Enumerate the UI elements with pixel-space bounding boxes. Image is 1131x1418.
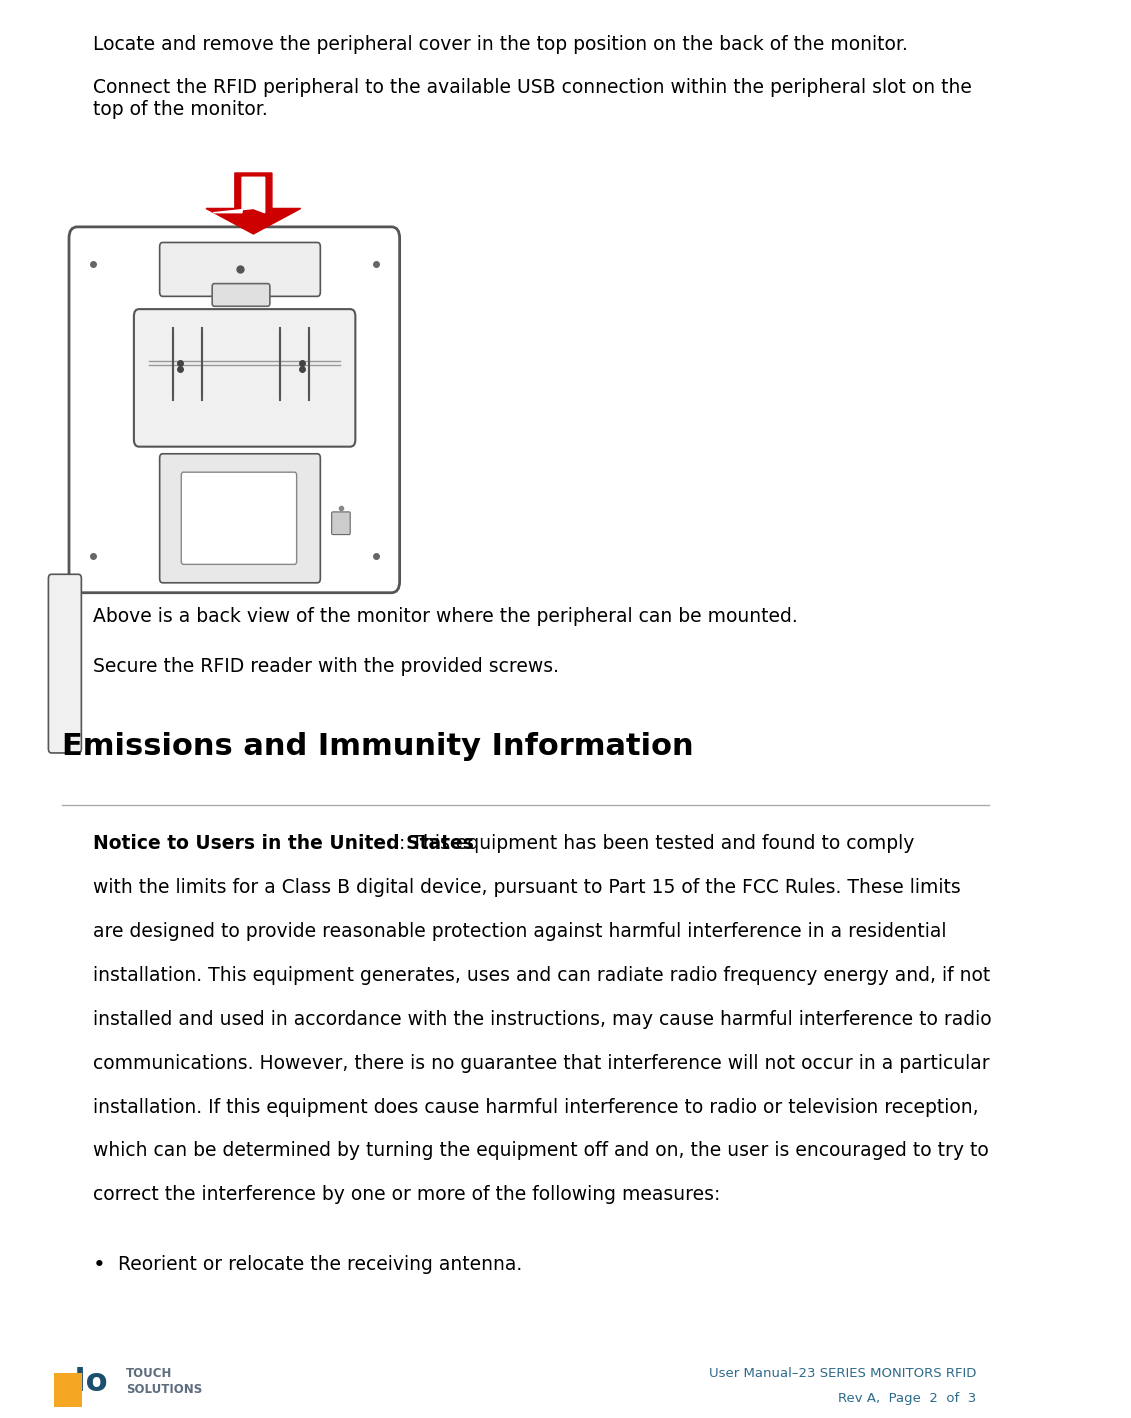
FancyBboxPatch shape bbox=[159, 242, 320, 296]
Text: User Manual–23 SERIES MONITORS RFID: User Manual–23 SERIES MONITORS RFID bbox=[709, 1367, 976, 1380]
Text: correct the interference by one or more of the following measures:: correct the interference by one or more … bbox=[93, 1185, 720, 1204]
Text: Emissions and Immunity Information: Emissions and Immunity Information bbox=[62, 732, 693, 760]
Text: Notice to Users in the United States: Notice to Users in the United States bbox=[93, 834, 474, 852]
FancyBboxPatch shape bbox=[181, 472, 296, 564]
Text: with the limits for a Class B digital device, pursuant to Part 15 of the FCC Rul: with the limits for a Class B digital de… bbox=[93, 878, 960, 896]
Polygon shape bbox=[206, 173, 301, 234]
FancyBboxPatch shape bbox=[53, 1373, 83, 1407]
Text: Connect the RFID peripheral to the available USB connection within the periphera: Connect the RFID peripheral to the avail… bbox=[93, 78, 972, 119]
Text: Above is a back view of the monitor where the peripheral can be mounted.: Above is a back view of the monitor wher… bbox=[93, 607, 797, 625]
FancyBboxPatch shape bbox=[331, 512, 351, 535]
Text: Rev A,  Page  2  of  3: Rev A, Page 2 of 3 bbox=[838, 1392, 976, 1405]
Text: : This equipment has been tested and found to comply: : This equipment has been tested and fou… bbox=[398, 834, 914, 852]
Text: are designed to provide reasonable protection against harmful interference in a : are designed to provide reasonable prote… bbox=[93, 922, 947, 940]
FancyBboxPatch shape bbox=[69, 227, 399, 593]
Text: installed and used in accordance with the instructions, may cause harmful interf: installed and used in accordance with th… bbox=[93, 1010, 992, 1028]
Text: TOUCH
SOLUTIONS: TOUCH SOLUTIONS bbox=[126, 1367, 202, 1395]
Text: Reorient or relocate the receiving antenna.: Reorient or relocate the receiving anten… bbox=[119, 1255, 523, 1273]
Text: installation. If this equipment does cause harmful interference to radio or tele: installation. If this equipment does cau… bbox=[93, 1098, 978, 1116]
Text: elo: elo bbox=[53, 1367, 109, 1398]
Text: installation. This equipment generates, uses and can radiate radio frequency ene: installation. This equipment generates, … bbox=[93, 966, 990, 984]
Text: communications. However, there is no guarantee that interference will not occur : communications. However, there is no gua… bbox=[93, 1054, 990, 1072]
Text: Locate and remove the peripheral cover in the top position on the back of the mo: Locate and remove the peripheral cover i… bbox=[93, 35, 907, 54]
FancyBboxPatch shape bbox=[133, 309, 355, 447]
Text: Secure the RFID reader with the provided screws.: Secure the RFID reader with the provided… bbox=[93, 657, 559, 675]
FancyBboxPatch shape bbox=[213, 284, 270, 306]
Text: which can be determined by turning the equipment off and on, the user is encoura: which can be determined by turning the e… bbox=[93, 1141, 988, 1160]
FancyBboxPatch shape bbox=[159, 454, 320, 583]
Text: •: • bbox=[93, 1255, 105, 1275]
FancyBboxPatch shape bbox=[49, 574, 81, 753]
Polygon shape bbox=[214, 177, 265, 213]
